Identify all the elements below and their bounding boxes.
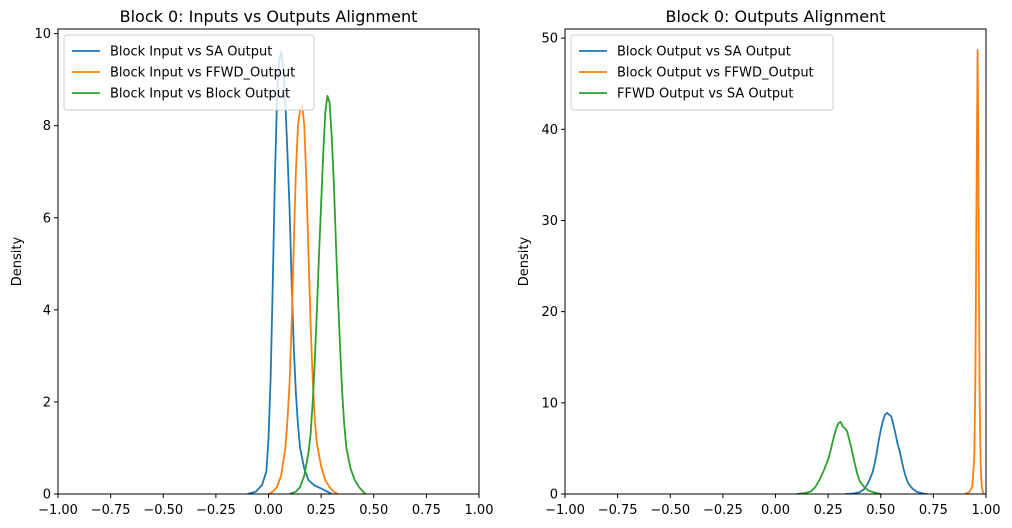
series-line-0-1: [268, 104, 339, 494]
y-tick-label-1-5: 50: [541, 32, 558, 47]
legend-entry-0-0: Block Input vs SA Output: [110, 45, 272, 60]
x-tick-label-0-4: 0.00: [254, 503, 283, 518]
legend-entry-1-1: Block Output vs FFWD_Output: [617, 66, 814, 81]
y-tick-label-1-4: 40: [541, 123, 558, 138]
series-line-1-0: [844, 411, 928, 494]
y-tick-label-1-0: 0: [550, 488, 558, 503]
chart-title-1: Block 0: Outputs Alignment: [666, 7, 886, 26]
legend-box-1: [570, 34, 834, 111]
x-tick-label-0-0: −1.00: [38, 503, 78, 518]
x-tick-label-0-5: 0.25: [307, 503, 336, 518]
y-tick-label-0-2: 4: [43, 303, 51, 318]
series-group-1: [796, 49, 985, 494]
chart-panel-0: Block 0: Inputs vs Outputs Alignment −1.0…: [10, 7, 493, 518]
x-tick-label-1-3: −0.25: [703, 503, 743, 518]
y-tick-label-0-3: 6: [43, 211, 51, 226]
x-tick-label-1-6: 0.50: [866, 503, 895, 518]
x-tick-label-1-8: 1.00: [972, 503, 1001, 518]
x-tick-label-0-7: 0.75: [412, 503, 441, 518]
chart-panel-1: Block 0: Outputs Alignment −1.00 −0.75 −0.5…: [517, 7, 1000, 518]
x-tick-label-0-3: −0.25: [196, 503, 236, 518]
y-tick-label-1-3: 30: [541, 214, 558, 229]
y-axis-label-0: Density: [10, 236, 25, 286]
y-tick-label-0-5: 10: [34, 27, 51, 42]
legend-box-0: [63, 34, 315, 111]
legend-entry-0-1: Block Input vs FFWD_Output: [110, 66, 295, 81]
x-tick-label-1-5: 0.25: [814, 503, 843, 518]
series-group-0: [247, 51, 366, 494]
series-line-0-2: [289, 94, 366, 494]
x-tick-label-1-1: −0.75: [598, 503, 638, 518]
series-line-0-0: [247, 51, 333, 494]
y-tick-label-0-4: 8: [43, 119, 51, 134]
x-tick-label-0-6: 0.50: [359, 503, 388, 518]
y-tick-label-1-2: 20: [541, 305, 558, 320]
x-tick-label-0-8: 1.00: [465, 503, 494, 518]
series-line-1-2: [796, 421, 881, 494]
legend-entry-1-0: Block Output vs SA Output: [617, 45, 791, 60]
y-tick-label-0-0: 0: [43, 488, 51, 503]
legend-1: Block Output vs SA Output Block Output vs…: [570, 34, 834, 111]
x-tick-label-0-2: −0.50: [143, 503, 183, 518]
x-tick-label-1-2: −0.50: [650, 503, 690, 518]
x-tick-label-0-1: −0.75: [91, 503, 131, 518]
x-tick-label-1-4: 0.00: [761, 503, 790, 518]
y-axis-label-1: Density: [517, 236, 532, 286]
x-tick-label-1-0: −1.00: [545, 503, 585, 518]
y-tick-label-0-1: 2: [43, 395, 51, 410]
series-line-1-1: [964, 49, 985, 494]
legend-0: Block Input vs SA Output Block Input vs F…: [63, 34, 315, 111]
legend-entry-0-2: Block Input vs Block Output: [110, 87, 290, 102]
x-tick-label-1-7: 0.75: [919, 503, 948, 518]
legend-entry-1-2: FFWD Output vs SA Output: [617, 87, 794, 102]
y-tick-label-1-1: 10: [541, 396, 558, 411]
chart-title-0: Block 0: Inputs vs Outputs Alignment: [120, 7, 418, 26]
